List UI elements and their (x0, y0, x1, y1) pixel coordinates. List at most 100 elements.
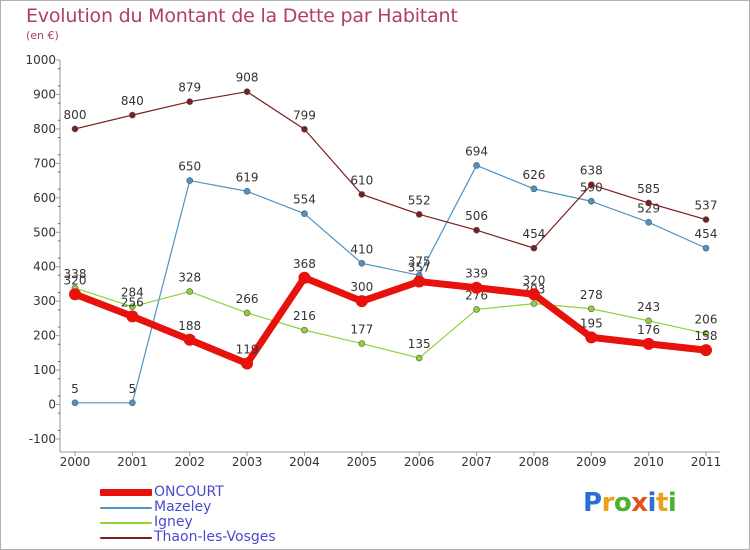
data-point (587, 305, 595, 313)
series-igney: 338284328266216177135276293278243206 (64, 267, 718, 362)
series-line (74, 164, 707, 404)
data-label: 626 (522, 168, 545, 182)
data-label: 619 (236, 170, 259, 184)
data-point (415, 211, 423, 218)
data-point (645, 199, 652, 207)
data-point (186, 177, 194, 184)
logo-letter: P (583, 488, 602, 518)
legend-swatch (100, 489, 152, 496)
logo-letter: i (667, 488, 677, 518)
x-tick-label: 2005 (347, 455, 378, 469)
logo-letter: x (631, 488, 648, 518)
y-tick-label: 600 (33, 191, 56, 205)
data-point (186, 288, 194, 295)
data-point (358, 259, 366, 267)
series-line (74, 91, 707, 249)
data-label: 357 (408, 261, 431, 275)
data-label: 243 (637, 300, 660, 314)
y-tick-label: 0 (48, 398, 56, 412)
data-label: 454 (522, 227, 545, 241)
data-label: 840 (121, 94, 144, 108)
x-tick-label: 2009 (576, 455, 607, 469)
data-label: 800 (64, 108, 87, 122)
data-point (301, 326, 308, 334)
data-label: 694 (465, 144, 488, 158)
data-label: 300 (350, 280, 373, 294)
data-point (243, 88, 251, 95)
data-point (587, 181, 595, 189)
x-tick-label: 2008 (519, 455, 550, 469)
y-tick-label: 500 (33, 225, 56, 239)
data-label: 339 (465, 267, 488, 281)
legend-swatch (100, 522, 152, 524)
data-label: 328 (178, 271, 201, 285)
data-point (126, 310, 139, 323)
data-label: 320 (522, 273, 545, 287)
data-label: 188 (178, 319, 201, 333)
data-label: 320 (64, 273, 87, 287)
y-tick-label: 700 (33, 156, 56, 170)
data-point (301, 125, 308, 133)
x-tick-label: 2004 (289, 455, 320, 469)
data-point (243, 187, 251, 195)
data-point (413, 275, 426, 288)
logo-letter: r (601, 488, 615, 518)
y-tick-label: -100 (29, 432, 56, 446)
series-line (71, 274, 710, 368)
data-point (129, 111, 136, 119)
data-label: 266 (236, 292, 259, 306)
series-oncourt: 320 256 188 119 368 300 357 339 320 195 176 158 (64, 257, 718, 370)
data-point (415, 354, 423, 362)
logo-letter: o (613, 488, 632, 518)
y-tick-label: 300 (33, 294, 56, 308)
data-label: 177 (350, 323, 373, 337)
data-point (530, 244, 538, 252)
y-tick-label: 1000 (25, 53, 56, 67)
data-point (700, 344, 712, 357)
data-point (702, 330, 710, 337)
data-label: 506 (465, 209, 488, 223)
data-point (129, 303, 136, 310)
data-point (585, 331, 598, 344)
legend-swatch (100, 537, 152, 539)
data-point (473, 226, 480, 234)
data-label: 338 (64, 267, 87, 281)
data-point (71, 399, 79, 407)
data-label: 5 (129, 382, 137, 396)
data-point (355, 295, 368, 308)
data-point (530, 300, 538, 307)
data-label: 256 (121, 295, 144, 309)
data-point (473, 162, 480, 169)
data-label: 537 (695, 199, 718, 213)
data-label: 879 (178, 81, 201, 95)
data-point (243, 309, 251, 317)
data-label: 158 (695, 329, 718, 343)
data-label: 284 (121, 286, 144, 300)
data-point (301, 210, 308, 217)
legend-label: Igney (154, 514, 193, 530)
data-label: 368 (293, 257, 316, 271)
proxiti-logo: Proxiti (583, 488, 677, 518)
data-label: 410 (350, 242, 373, 256)
data-label: 5 (71, 382, 79, 396)
y-tick-label: 900 (33, 87, 56, 101)
x-tick-label: 2010 (633, 455, 664, 469)
data-label: 585 (637, 182, 660, 196)
data-point (358, 340, 366, 347)
data-label: 638 (580, 164, 603, 178)
data-label: 908 (236, 71, 259, 85)
data-label: 276 (465, 288, 488, 302)
x-tick-label: 2001 (117, 455, 148, 469)
data-point (470, 281, 483, 294)
legend-label: Thaon-les-Vosges (154, 529, 276, 545)
legend-swatch (100, 507, 152, 509)
data-point (183, 333, 196, 346)
series-thaon-les-vosges: 800 840 879 908 799 610 552 506 454 638 585 537 (64, 71, 718, 252)
x-tick-label: 2002 (174, 455, 205, 469)
y-tick-label: 800 (33, 122, 56, 136)
y-tick-label: 400 (33, 260, 56, 274)
data-point (702, 216, 710, 223)
data-label: 552 (408, 193, 431, 207)
data-label: 206 (695, 313, 718, 327)
data-label: 278 (580, 288, 603, 302)
